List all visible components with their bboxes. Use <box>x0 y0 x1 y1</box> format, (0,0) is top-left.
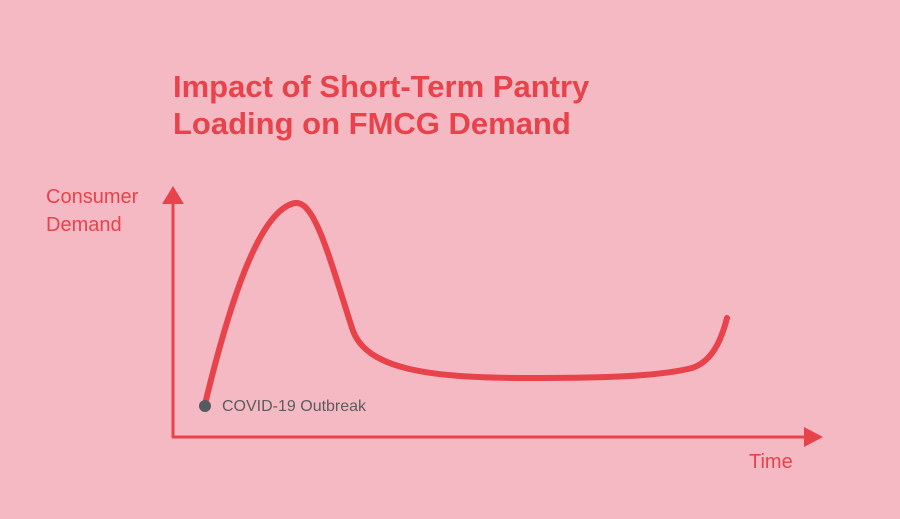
y-axis-label: Consumer Demand <box>46 183 138 239</box>
x-axis-arrow-icon <box>804 427 823 447</box>
y-axis-label-line-1: Consumer <box>46 186 139 208</box>
outbreak-marker <box>199 400 211 412</box>
outbreak-annotation: COVID-19 Outbreak <box>222 398 367 415</box>
y-axis-label-line-2: Demand <box>46 214 122 236</box>
diagram-title: Impact of Short-Term Pantry Loading on F… <box>173 68 589 142</box>
title-line-1: Impact of Short-Term Pantry <box>173 69 590 104</box>
title-line-2: Loading on FMCG Demand <box>173 106 571 141</box>
x-axis-label: Time <box>749 451 793 473</box>
y-axis-arrow-icon <box>162 186 184 204</box>
demand-curve <box>203 200 730 403</box>
